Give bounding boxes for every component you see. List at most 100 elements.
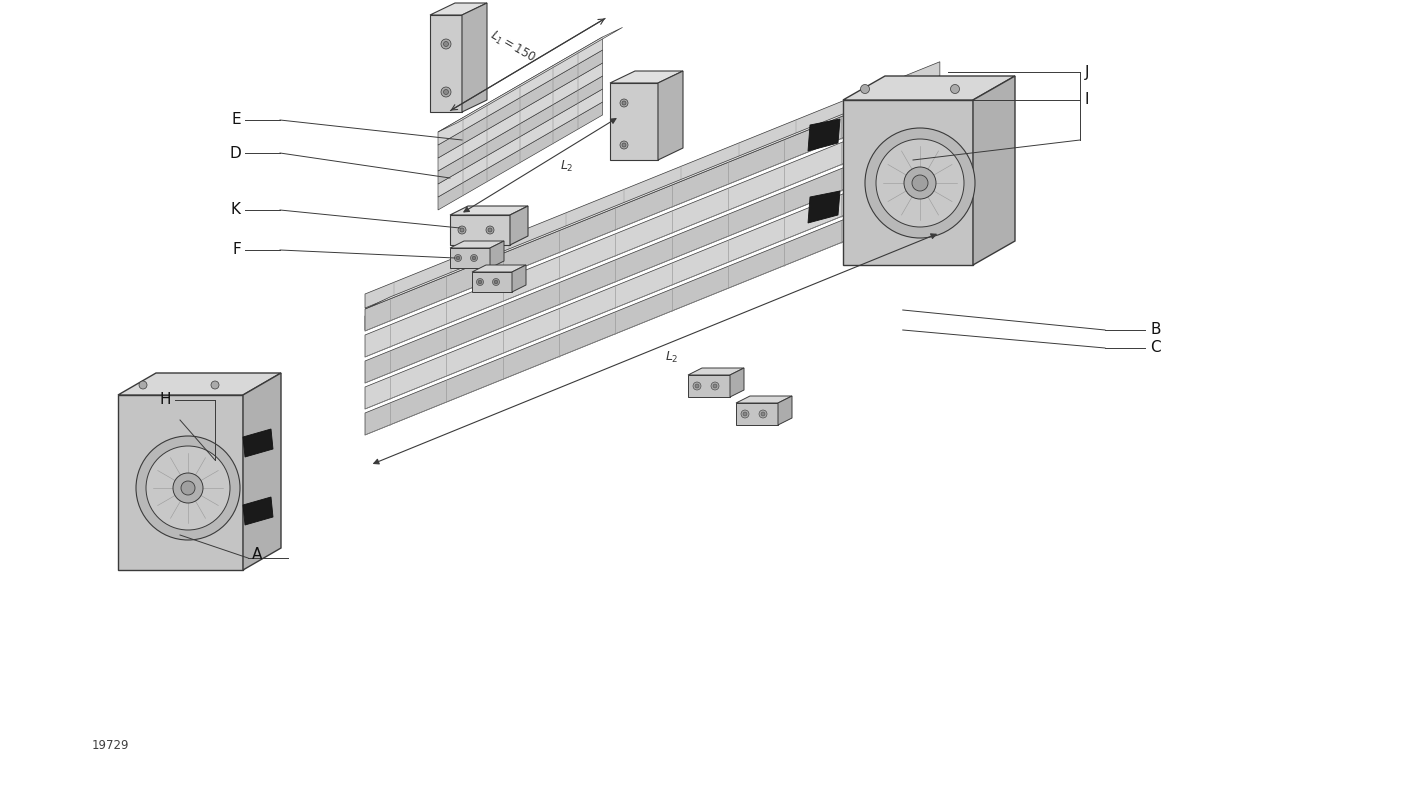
Circle shape xyxy=(761,412,765,416)
Polygon shape xyxy=(365,95,890,309)
Polygon shape xyxy=(808,191,841,223)
Circle shape xyxy=(494,280,498,284)
Polygon shape xyxy=(450,248,490,268)
Text: F: F xyxy=(233,243,241,258)
Polygon shape xyxy=(243,429,273,457)
Circle shape xyxy=(621,141,628,149)
Polygon shape xyxy=(843,76,1015,100)
Polygon shape xyxy=(440,81,592,180)
Polygon shape xyxy=(450,206,528,215)
Polygon shape xyxy=(365,211,866,435)
Polygon shape xyxy=(510,206,528,245)
Text: D: D xyxy=(229,145,241,160)
Text: H: H xyxy=(159,393,170,408)
Text: B: B xyxy=(1150,322,1160,338)
Circle shape xyxy=(486,226,494,234)
Polygon shape xyxy=(471,265,525,272)
Circle shape xyxy=(861,85,869,93)
Text: $L_2$: $L_2$ xyxy=(559,160,574,174)
Circle shape xyxy=(865,128,976,238)
Polygon shape xyxy=(118,373,281,395)
Polygon shape xyxy=(365,159,866,383)
Polygon shape xyxy=(450,241,504,248)
Polygon shape xyxy=(462,3,487,112)
Circle shape xyxy=(460,228,464,232)
Circle shape xyxy=(741,410,748,418)
Circle shape xyxy=(212,381,219,389)
Text: 19729: 19729 xyxy=(92,739,129,752)
Polygon shape xyxy=(730,368,744,397)
Circle shape xyxy=(493,279,500,286)
Polygon shape xyxy=(843,100,973,265)
Polygon shape xyxy=(365,84,940,330)
Circle shape xyxy=(693,382,701,390)
Circle shape xyxy=(905,167,936,199)
Circle shape xyxy=(622,101,626,105)
Polygon shape xyxy=(437,50,602,158)
Text: K: K xyxy=(231,203,241,218)
Circle shape xyxy=(743,412,747,416)
Polygon shape xyxy=(471,272,513,292)
Polygon shape xyxy=(778,396,792,425)
Polygon shape xyxy=(437,89,602,197)
Polygon shape xyxy=(736,396,792,403)
Polygon shape xyxy=(513,265,525,292)
Polygon shape xyxy=(808,119,841,151)
Circle shape xyxy=(470,255,477,262)
Text: $L_2$: $L_2$ xyxy=(665,350,679,365)
Circle shape xyxy=(459,226,466,234)
Circle shape xyxy=(477,279,483,286)
Polygon shape xyxy=(118,395,243,570)
Polygon shape xyxy=(365,184,866,409)
Circle shape xyxy=(443,41,449,46)
Circle shape xyxy=(456,256,460,260)
Polygon shape xyxy=(736,403,778,425)
Text: J: J xyxy=(1085,65,1089,80)
Circle shape xyxy=(136,436,240,540)
Circle shape xyxy=(621,99,628,107)
Polygon shape xyxy=(430,15,462,112)
Polygon shape xyxy=(689,368,744,375)
Circle shape xyxy=(473,256,476,260)
Circle shape xyxy=(442,87,452,97)
Polygon shape xyxy=(611,71,683,83)
Polygon shape xyxy=(611,83,657,160)
Circle shape xyxy=(711,382,719,390)
Text: A: A xyxy=(251,547,263,562)
Circle shape xyxy=(488,228,491,232)
Circle shape xyxy=(180,481,195,495)
Polygon shape xyxy=(689,375,730,397)
Text: E: E xyxy=(231,113,241,128)
Circle shape xyxy=(146,446,230,530)
Polygon shape xyxy=(243,497,273,525)
Polygon shape xyxy=(450,215,510,245)
Polygon shape xyxy=(437,102,602,210)
Circle shape xyxy=(454,255,462,262)
Polygon shape xyxy=(973,76,1015,265)
Text: C: C xyxy=(1150,341,1160,355)
Polygon shape xyxy=(365,107,866,331)
Circle shape xyxy=(713,384,717,388)
Circle shape xyxy=(442,39,452,49)
Polygon shape xyxy=(430,3,487,15)
Circle shape xyxy=(876,139,964,227)
Circle shape xyxy=(139,381,148,389)
Polygon shape xyxy=(437,63,602,171)
Circle shape xyxy=(479,280,481,284)
Polygon shape xyxy=(437,27,622,132)
Polygon shape xyxy=(243,373,281,570)
Text: I: I xyxy=(1085,93,1089,108)
Polygon shape xyxy=(657,71,683,160)
Circle shape xyxy=(912,175,929,191)
Circle shape xyxy=(694,384,699,388)
Circle shape xyxy=(622,143,626,147)
Polygon shape xyxy=(437,76,602,184)
Circle shape xyxy=(950,85,960,93)
Polygon shape xyxy=(365,61,940,308)
Circle shape xyxy=(173,473,203,503)
Polygon shape xyxy=(490,241,504,268)
Text: $L_1 = 150$: $L_1 = 150$ xyxy=(487,27,538,65)
Polygon shape xyxy=(365,132,866,357)
Circle shape xyxy=(443,89,449,94)
Circle shape xyxy=(760,410,767,418)
